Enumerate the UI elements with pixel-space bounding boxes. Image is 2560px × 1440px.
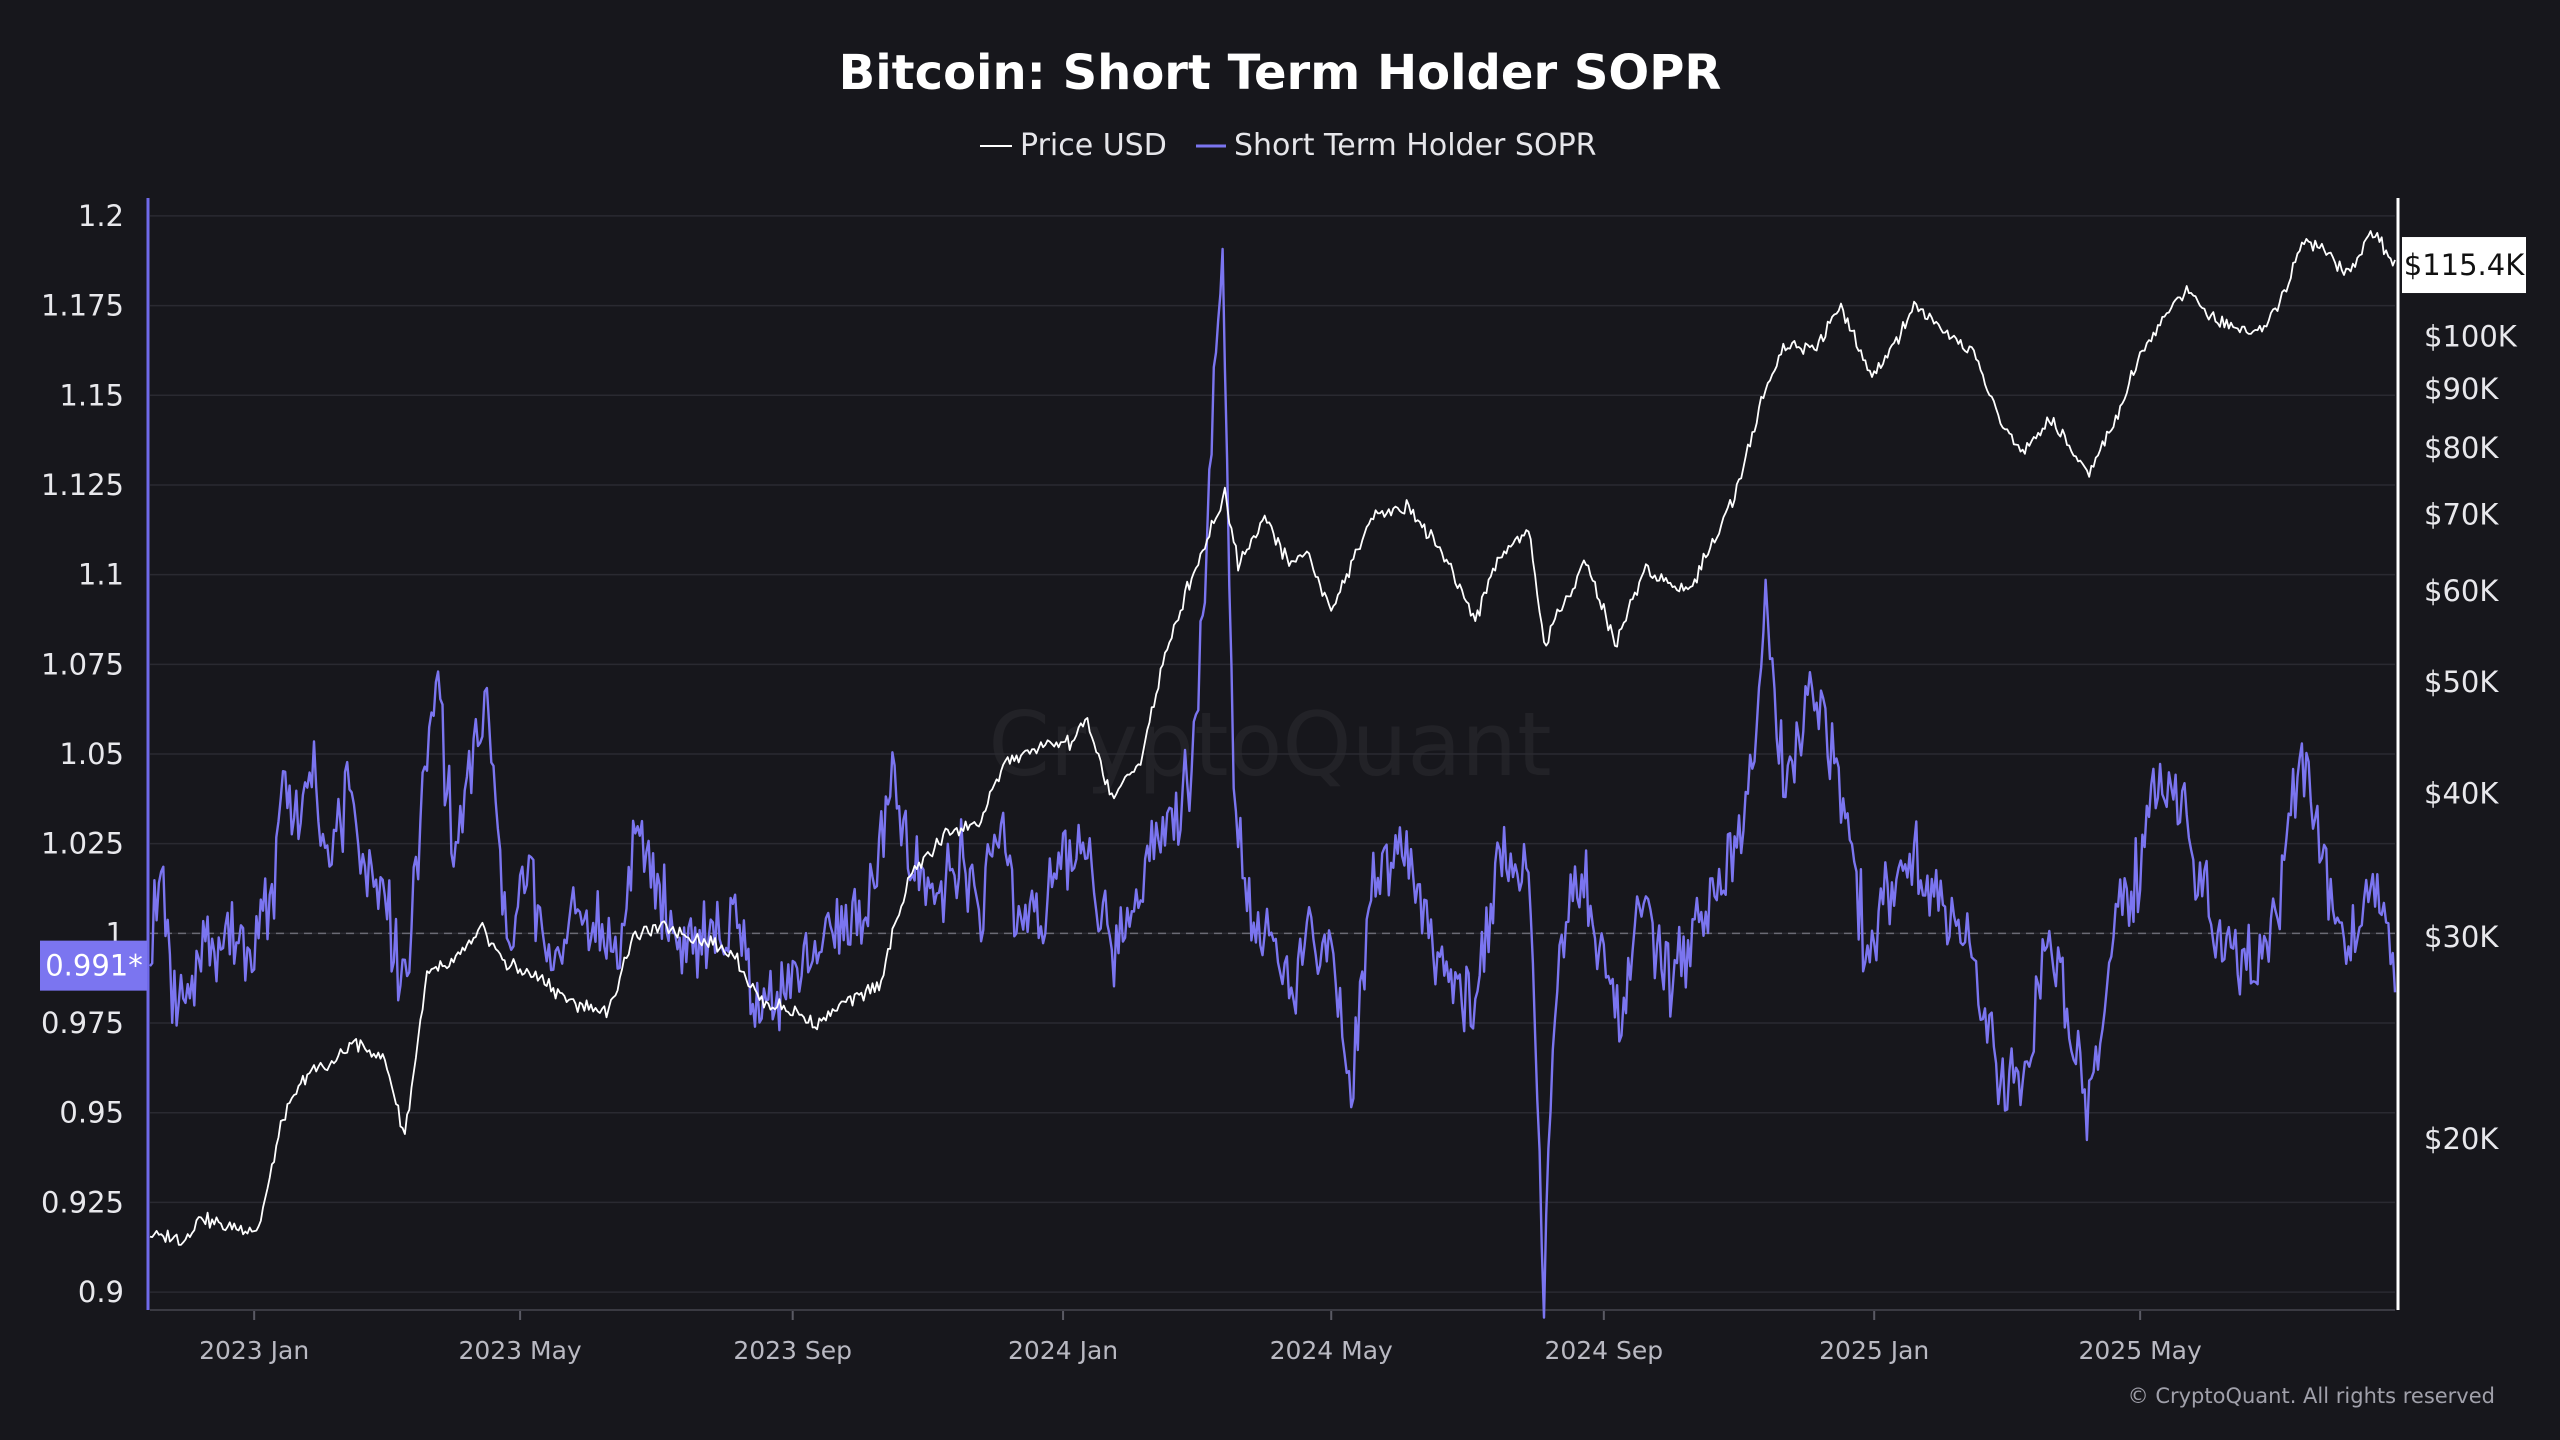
series-price-line <box>149 230 2396 1246</box>
y-right-tick-label: $20K <box>2424 1122 2499 1156</box>
y-left-tick-label: 1.175 <box>41 289 124 323</box>
right-axis-ticks: $100K $90K $80K $70K $60K $50K $40K $30K $20K <box>2424 319 2518 1156</box>
current-price-badge: $115.4K <box>2402 237 2526 294</box>
current-sopr-badge: 0.991* <box>40 940 147 991</box>
series-sopr-line <box>149 247 2397 1319</box>
x-tick-label: 2023 May <box>458 1336 581 1365</box>
y-right-tick-label: $50K <box>2424 665 2499 699</box>
x-tick-label: 2024 Sep <box>1544 1336 1663 1365</box>
legend-sopr-label[interactable]: Short Term Holder SOPR <box>1234 128 1597 163</box>
legend[interactable]: Price USD Short Term Holder SOPR <box>980 128 1597 163</box>
y-left-tick-label: 1.15 <box>59 378 124 412</box>
y-left-tick-label: 1.2 <box>78 199 124 233</box>
x-axis-ticks: 2023 Jan 2023 May 2023 Sep 2024 Jan 2024 May… <box>199 1310 2202 1365</box>
current-sopr-badge-bg <box>40 940 147 991</box>
copyright: © CryptoQuant. All rights reserved <box>2128 1384 2495 1408</box>
y-right-tick-label: $60K <box>2424 574 2499 608</box>
watermark: CryptoQuant <box>988 693 1551 796</box>
current-price-value: $115.4K <box>2404 248 2525 282</box>
x-tick-label: 2023 Sep <box>733 1336 852 1365</box>
y-left-tick-label: 1.05 <box>59 737 124 771</box>
y-right-tick-label: $30K <box>2424 920 2499 954</box>
x-tick-label: 2025 Jan <box>1819 1336 1929 1365</box>
y-left-tick-label: 0.925 <box>41 1185 124 1219</box>
current-sopr-value: 0.991* <box>45 949 143 983</box>
y-left-tick-label: 0.9 <box>78 1275 124 1309</box>
y-left-tick-label: 1.075 <box>41 647 124 681</box>
y-right-tick-label: $80K <box>2424 431 2499 465</box>
x-tick-label: 2025 May <box>2079 1336 2202 1365</box>
y-left-tick-label: 0.975 <box>41 1006 124 1040</box>
y-right-tick-label: $70K <box>2424 497 2499 531</box>
y-left-tick-label: 1.125 <box>41 468 124 502</box>
y-right-tick-label: $90K <box>2424 372 2499 406</box>
y-right-tick-label: $40K <box>2424 776 2499 810</box>
x-tick-label: 2023 Jan <box>199 1336 309 1365</box>
left-axis-ticks: 1.21.1751.151.1251.11.0751.051.02510.975… <box>41 199 124 1309</box>
y-left-tick-label: 1.025 <box>41 827 124 861</box>
x-tick-label: 2024 May <box>1270 1336 1393 1365</box>
y-right-tick-label: $100K <box>2424 319 2518 353</box>
x-tick-label: 2024 Jan <box>1008 1336 1118 1365</box>
y-left-tick-label: 1.1 <box>78 558 124 592</box>
current-price-badge-bg <box>2402 237 2526 294</box>
y-left-tick-label: 0.95 <box>59 1096 124 1130</box>
legend-price-label[interactable]: Price USD <box>1020 128 1167 163</box>
chart-title: Bitcoin: Short Term Holder SOPR <box>839 45 1722 101</box>
